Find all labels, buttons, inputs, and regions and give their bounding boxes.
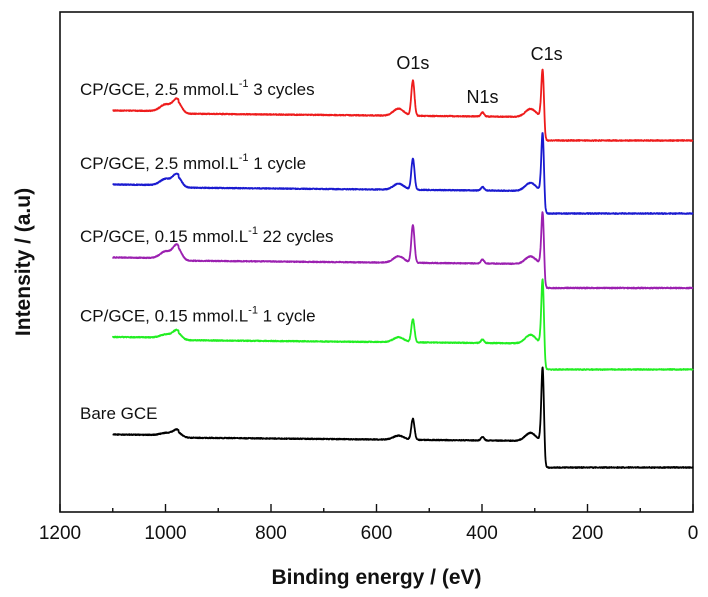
series-label-main: CP/GCE, 0.15 mmol.L: [80, 227, 248, 246]
series-label: CP/GCE, 2.5 mmol.L-1 3 cycles: [80, 78, 315, 99]
x-tick-label: 400: [466, 523, 498, 544]
series-label: CP/GCE, 2.5 mmol.L-1 1 cycle: [80, 152, 306, 173]
series-label-main: CP/GCE, 0.15 mmol.L: [80, 307, 248, 326]
series-label-superscript: -1: [239, 78, 249, 90]
peak-labels: O1s N1s C1s: [396, 44, 562, 107]
series-label-main: CP/GCE, 2.5 mmol.L: [80, 80, 239, 99]
series-label-superscript: -1: [239, 152, 249, 164]
series-label-tail: 1 cycle: [249, 154, 307, 173]
y-axis-title: Intensity / (a.u): [12, 188, 35, 336]
series-label-superscript: -1: [248, 225, 258, 237]
peak-label-o1s: O1s: [396, 53, 429, 73]
series-label: Bare GCE: [80, 404, 157, 423]
x-tick-label: 600: [361, 523, 393, 544]
series-label-main: Bare GCE: [80, 404, 157, 423]
series-lines: [111, 68, 694, 469]
series-line: [112, 132, 694, 215]
peak-label-c1s: C1s: [531, 44, 563, 64]
x-tick-label: 800: [255, 523, 287, 544]
series-label-tail: 22 cycles: [258, 227, 334, 246]
x-tick-label: 1000: [144, 523, 186, 544]
x-axis-ticks: 1200 1000 800 600 400 200 0: [39, 504, 698, 544]
x-axis-title: Binding energy / (eV): [271, 566, 481, 589]
series-label-superscript: -1: [248, 305, 258, 317]
series-label: CP/GCE, 0.15 mmol.L-1 22 cycles: [80, 225, 334, 246]
peak-label-n1s: N1s: [467, 87, 499, 107]
series-line: [111, 278, 694, 371]
series-label-main: CP/GCE, 2.5 mmol.L: [80, 154, 239, 173]
series-label-tail: 3 cycles: [249, 80, 315, 99]
series-line: [112, 366, 694, 469]
series-line: [111, 211, 694, 290]
x-tick-label: 0: [688, 523, 699, 544]
x-tick-label: 200: [572, 523, 604, 544]
series-line: [112, 68, 694, 142]
x-tick-label: 1200: [39, 523, 81, 544]
series-label: CP/GCE, 0.15 mmol.L-1 1 cycle: [80, 305, 316, 326]
series-label-tail: 1 cycle: [258, 307, 316, 326]
